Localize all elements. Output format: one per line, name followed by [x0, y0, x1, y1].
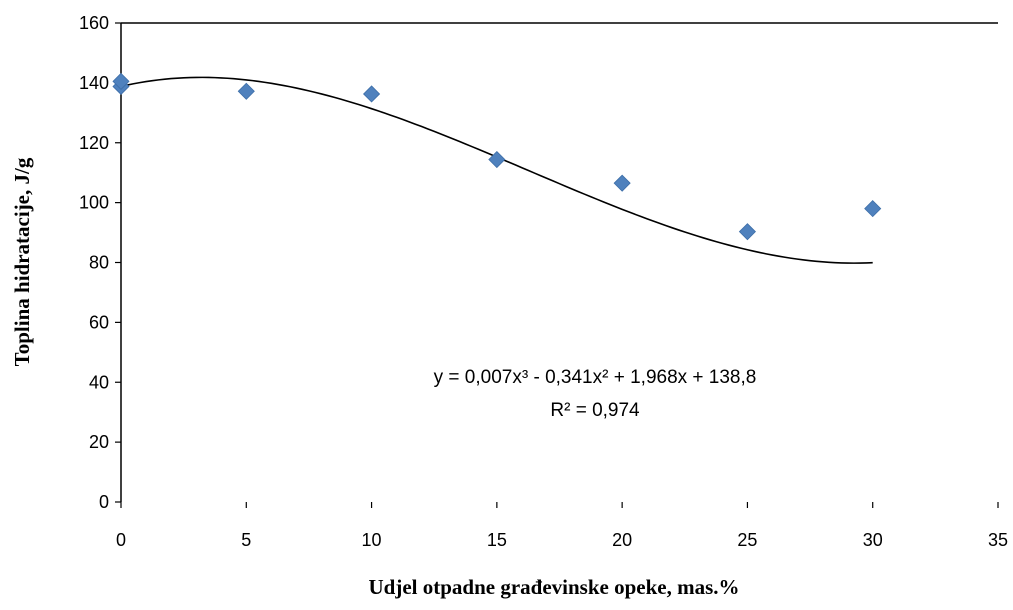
data-series: [112, 72, 882, 241]
y-tick-label: 140: [79, 73, 109, 93]
x-tick-label: 20: [612, 530, 632, 550]
data-point: [488, 150, 506, 169]
x-tick-label: 5: [241, 530, 251, 550]
x-tick-label: 25: [737, 530, 757, 550]
x-tick-label: 15: [487, 530, 507, 550]
y-tick-label: 80: [89, 253, 109, 273]
y-tick-label: 40: [89, 372, 109, 392]
y-tick-label: 100: [79, 193, 109, 213]
y-axis-title: Toplina hidratacije, J/g: [10, 157, 34, 366]
y-tick-label: 60: [89, 312, 109, 332]
x-axis: 0 5 10 15 20 25 30 35: [116, 502, 1008, 550]
trendline-equation: y = 0,007x³ - 0,341x² + 1,968x + 138,8: [434, 367, 757, 388]
x-tick-label: 30: [863, 530, 883, 550]
y-tick-label: 160: [79, 13, 109, 33]
data-point: [112, 72, 130, 90]
data-point: [864, 200, 882, 218]
trendline: [120, 76, 873, 264]
x-tick-label: 35: [988, 530, 1008, 550]
data-point: [738, 223, 756, 241]
r-squared-label: R² = 0,974: [550, 400, 640, 421]
y-tick-label: 20: [89, 432, 109, 452]
y-tick-label: 0: [99, 492, 109, 512]
data-point: [363, 85, 381, 103]
y-tick-label: 120: [79, 133, 109, 153]
data-point: [237, 82, 255, 100]
data-point: [613, 174, 631, 192]
y-axis: 0 20 40 60 80 100 120 140 160: [79, 13, 121, 512]
x-tick-label: 10: [362, 530, 382, 550]
plot-area: [120, 22, 999, 503]
x-axis-title: Udjel otpadne građevinske opeke, mas.%: [368, 575, 739, 599]
x-tick-label: 0: [116, 530, 126, 550]
